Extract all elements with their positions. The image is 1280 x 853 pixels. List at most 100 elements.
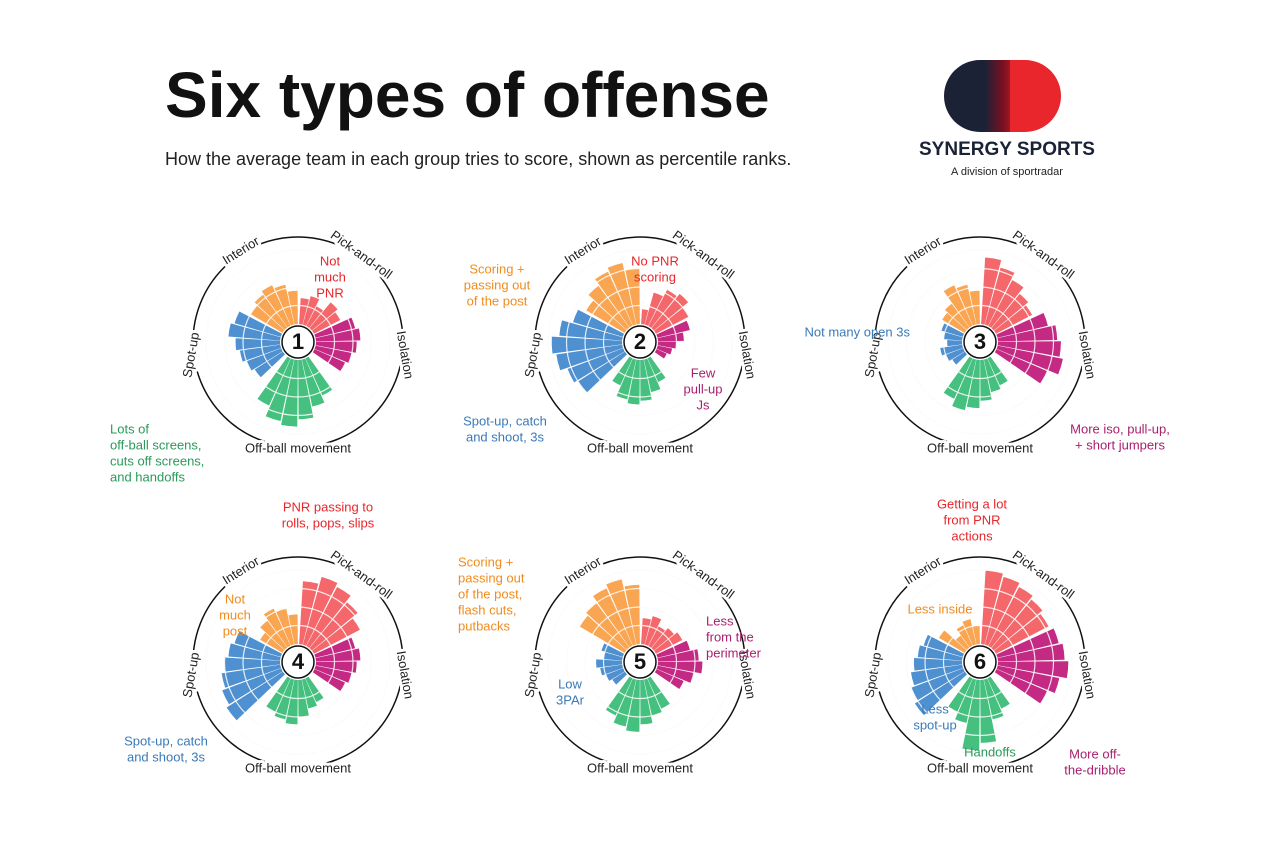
grid-circle-overlay — [547, 569, 733, 755]
wedge — [917, 645, 963, 661]
annotation: Not many open 3s — [804, 324, 910, 339]
annotation: of the post — [467, 293, 528, 308]
annotation: Js — [697, 397, 711, 412]
wedge — [988, 586, 1033, 648]
grid-circle-overlay — [223, 267, 373, 417]
wedge — [997, 661, 1069, 679]
annotation: actions — [951, 528, 993, 543]
group-number: 3 — [974, 329, 986, 354]
wedge — [911, 668, 965, 701]
wedge — [600, 664, 624, 676]
wedge — [984, 267, 1015, 326]
group-label: Isolation — [394, 330, 417, 380]
group-number: 5 — [634, 649, 646, 674]
annotation: PNR passing to — [283, 499, 373, 514]
center-circle — [963, 645, 997, 679]
wedge — [312, 669, 346, 692]
subtitle: How the average team in each group tries… — [165, 149, 791, 169]
annotation: and shoot, 3s — [466, 429, 545, 444]
wedge — [962, 679, 980, 751]
wedge — [994, 669, 1048, 704]
grid-circle-overlay — [205, 569, 391, 755]
wedge — [996, 665, 1060, 693]
grid-circle-overlay — [584, 606, 696, 718]
group-label: Interior — [220, 553, 263, 588]
wedge — [579, 615, 627, 653]
annotation: + short jumpers — [1075, 437, 1165, 452]
wedge — [657, 661, 703, 674]
wedge — [943, 332, 963, 341]
wedge — [301, 358, 325, 407]
wedge — [994, 305, 1033, 334]
grid-circle-overlay — [205, 249, 391, 435]
wedge — [305, 356, 333, 396]
wedge — [306, 586, 351, 648]
wedge — [648, 289, 677, 328]
wedge — [987, 356, 1008, 386]
wedge — [997, 341, 1061, 357]
wedge — [606, 579, 637, 646]
annotation: Scoring + — [469, 261, 524, 276]
annotation: Lots of — [110, 421, 149, 436]
wedge — [315, 661, 357, 673]
group-label: Pick-and-roll — [670, 227, 737, 282]
group-label: Isolation — [736, 330, 759, 380]
wedge — [980, 359, 992, 401]
wedge — [315, 328, 361, 342]
wedge — [656, 665, 694, 684]
annotation: post — [223, 623, 248, 638]
group-label: Isolation — [1076, 650, 1099, 700]
group-label: Isolation — [394, 650, 417, 700]
wedge — [559, 320, 623, 341]
group-label: Spot-up — [861, 651, 884, 698]
group-label: Off-ball movement — [587, 440, 693, 455]
group-number: 6 — [974, 649, 986, 674]
wedge — [654, 632, 683, 654]
grid-circle-overlay — [223, 587, 373, 737]
wedge — [641, 309, 649, 325]
group-label: Interior — [902, 233, 945, 268]
wedge — [301, 678, 317, 709]
grid-circle-overlay — [242, 286, 354, 398]
logo-name: SYNERGY SPORTS — [919, 139, 1095, 160]
wedge — [588, 285, 630, 330]
annotation: scoring — [634, 269, 676, 284]
annotation: Scoring + — [458, 554, 513, 569]
annotation: from PNR — [943, 512, 1000, 527]
wedge — [246, 348, 283, 371]
wedge — [315, 341, 357, 353]
wedge — [302, 296, 320, 326]
wedge — [988, 280, 1024, 328]
wedge — [276, 608, 295, 646]
wedge — [551, 336, 623, 354]
group-label: Spot-up — [179, 331, 202, 378]
wedge — [625, 268, 640, 325]
wedge — [626, 679, 640, 732]
annotation: passing out — [458, 570, 525, 585]
wedge — [996, 313, 1048, 338]
wedge — [987, 676, 1010, 709]
wedge — [657, 332, 684, 342]
group-label: Off-ball movement — [927, 440, 1033, 455]
wedge — [996, 628, 1059, 658]
wedge — [956, 284, 977, 326]
wedge — [996, 345, 1063, 375]
wedge — [274, 678, 295, 720]
wedge — [955, 635, 970, 650]
group-label: Interior — [562, 553, 605, 588]
annotation: No PNR — [631, 253, 679, 268]
grid-circle-overlay — [924, 286, 1036, 398]
annotation: from the — [706, 629, 754, 644]
group-number: 4 — [292, 649, 305, 674]
wedge — [254, 294, 288, 330]
wedge — [962, 619, 977, 646]
wedge — [654, 349, 667, 359]
wedge — [234, 311, 283, 337]
wedge — [945, 348, 965, 362]
wedge — [997, 643, 1065, 662]
wedge — [239, 344, 282, 362]
annotation: Less inside — [907, 601, 972, 616]
